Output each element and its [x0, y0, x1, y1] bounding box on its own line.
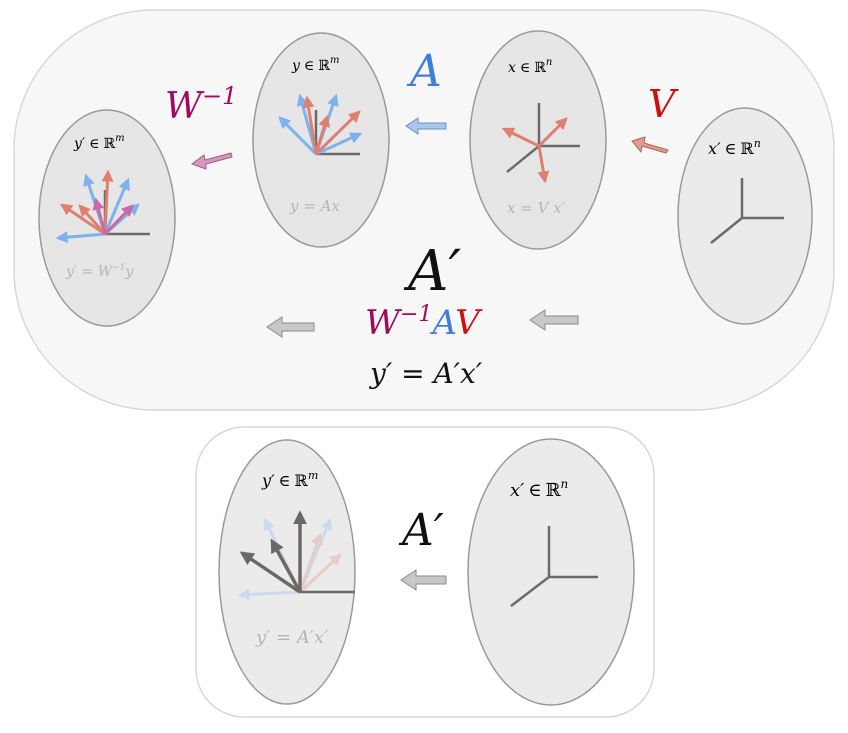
top-panel [13, 9, 835, 411]
space-x: x ∈ ℝn x = V x′ [469, 30, 607, 250]
basis-arrows-red [60, 169, 114, 236]
space-y-prime-bottom: y′ ∈ ℝm y′ = A′x′ [218, 439, 356, 705]
transformed-basis-arrows [239, 510, 307, 594]
map-arrow-V [631, 136, 669, 154]
space-y-prime-top: y′ ∈ ℝm y′ = W−1y [38, 109, 176, 327]
relation-y-prime-bottom: y′ = A′x′ [255, 627, 328, 648]
basis-arrows-purple [92, 197, 134, 236]
map-arrow-W-inverse [190, 152, 233, 170]
label-A: A [406, 46, 442, 97]
basis-arrows-red [302, 95, 361, 156]
axes-icon [506, 103, 580, 173]
space-y: y ∈ ℝm y = Ax [252, 32, 390, 248]
composite-title: A′ [403, 239, 461, 304]
map-arrow-composite-in [529, 309, 579, 331]
svg-text:x′∈ℝn: x′ ∈ ℝn [708, 137, 761, 158]
svg-text:y′∈ℝm: y′ ∈ ℝm [73, 133, 125, 152]
map-arrow-A-prime [400, 569, 447, 591]
axes-icon [510, 526, 598, 607]
relation-y: y = Ax [289, 197, 340, 215]
space-x-prime-bottom: x′ ∈ ℝn [467, 438, 635, 706]
label-W-inverse: W−1 [165, 82, 237, 127]
basis-arrows-red [501, 117, 568, 184]
space-x-prime-top: x′ ∈ ℝn [677, 107, 813, 325]
relation-y-prime: y′ = W−1y [65, 263, 134, 280]
svg-text:x′∈ℝn: x′ ∈ ℝn [510, 477, 568, 501]
svg-text:y′∈ℝm: y′ ∈ ℝm [261, 469, 318, 490]
axes-icon [710, 178, 784, 244]
relation-x: x = V x′ [507, 199, 566, 217]
map-arrow-A [405, 117, 447, 135]
composite-expression: W−1AV [365, 302, 483, 343]
composite-equation: y′ = A′x′ [368, 357, 483, 390]
svg-text:x∈ℝn: x ∈ ℝn [508, 57, 552, 76]
label-V: V [648, 82, 679, 126]
label-A-prime: A′ [398, 505, 444, 556]
map-arrow-composite-out [266, 316, 315, 338]
svg-text:y∈ℝm: y ∈ ℝm [291, 55, 339, 74]
